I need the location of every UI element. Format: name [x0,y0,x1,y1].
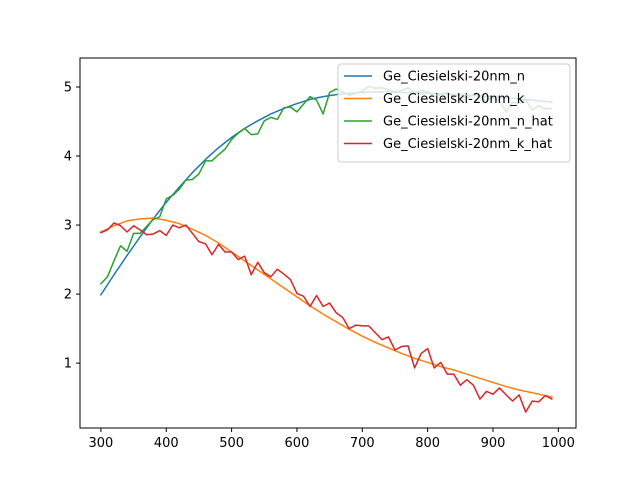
x-tick-label-3: 600 [285,436,310,451]
x-axis: 300 400 500 600 700 800 900 1000 [88,428,575,451]
x-tick-label-4: 700 [350,436,375,451]
axes-frame [79,57,577,429]
y-tick-label-4: 5 [64,80,72,95]
y-tick-label-0: 1 [64,357,72,372]
legend-label-1: Ge_Ciesielski-20nm_k [383,92,525,107]
x-tick-label-6: 900 [481,436,506,451]
legend-box [337,63,571,163]
x-tick-label-0: 300 [88,436,113,451]
y-tick-label-3: 4 [64,150,72,165]
x-tick-label-5: 800 [415,436,440,451]
x-tick-label-2: 500 [219,436,244,451]
y-tick-label-1: 2 [64,288,72,303]
x-tick-label-1: 400 [154,436,179,451]
series-line-1 [99,217,553,398]
legend: Ge_Ciesielski-20nm_n Ge_Ciesielski-20nm_k… [337,63,571,163]
legend-label-0: Ge_Ciesielski-20nm_n [383,70,525,85]
y-tick-label-2: 3 [64,219,72,234]
y-axis: 1 2 3 4 5 [64,80,80,372]
legend-label-2: Ge_Ciesielski-20nm_n_hat [383,115,553,130]
x-tick-label-7: 1000 [542,436,575,451]
series-line-3 [99,222,553,413]
legend-label-3: Ge_Ciesielski-20nm_k_hat [383,137,552,152]
